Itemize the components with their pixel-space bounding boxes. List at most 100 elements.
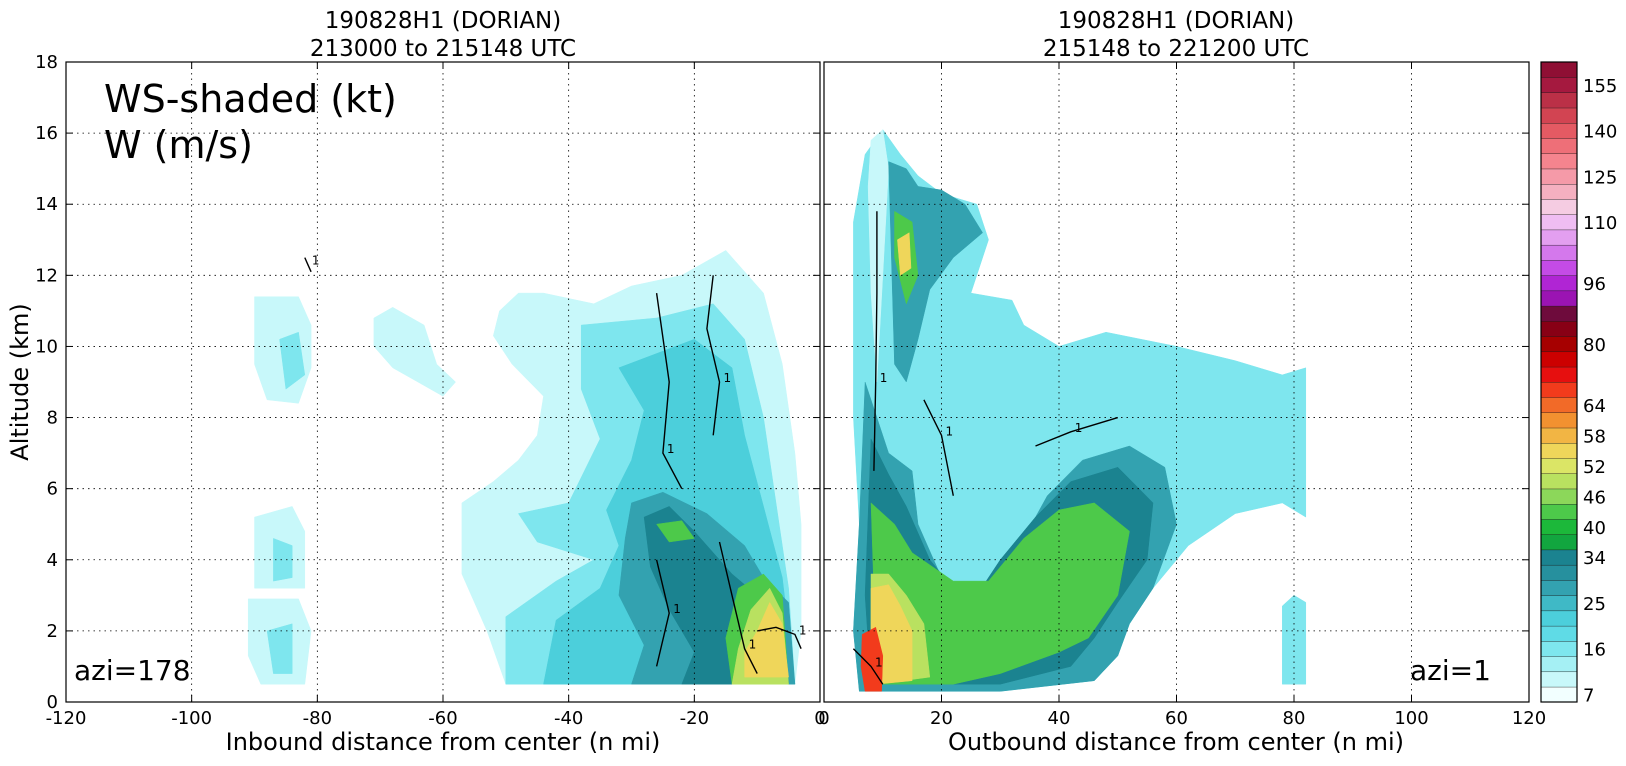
contour-label-0: 1: [880, 371, 888, 385]
colorbar-tick-label: 80: [1583, 335, 1606, 356]
colorbar-swatch-25: [1540, 595, 1578, 612]
contour-line-3: [718, 541, 758, 674]
colorbar-swatch-150: [1540, 92, 1578, 109]
left-title-line1: 190828H1 (DORIAN): [325, 8, 562, 34]
colorbar-frame: [1540, 61, 1578, 703]
colorbar-swatch-125: [1540, 168, 1578, 185]
wind-speed-region-15: [266, 623, 293, 674]
colorbar-tick-label: 96: [1583, 274, 1606, 295]
wind-speed-region-7: [870, 502, 1130, 685]
colorbar-swatch-92: [1540, 290, 1578, 307]
colorbar-swatch-135: [1540, 137, 1578, 154]
x-tick-label: 100: [1394, 708, 1428, 729]
colorbar-tick-label: 34: [1583, 548, 1606, 569]
left-annotation-line1: WS-shaded (kt): [104, 77, 397, 121]
right-panel: 1 1 1 1 0 20 40 60 80 100 120 190828H1 (DORIAN) 2…: [818, 8, 1546, 756]
y-axis-label: Altitude (km): [6, 303, 34, 460]
left-x-ticks: -120 -100 -80 -60 -40 -20 0: [46, 62, 826, 729]
contour-label-4: 1: [799, 623, 807, 637]
contour-line-2: [852, 648, 884, 685]
wind-speed-region-4: [897, 232, 912, 276]
wind-speed-region-11: [744, 601, 789, 678]
x-tick-label: -100: [171, 708, 212, 729]
colorbar-swatch-88: [1540, 305, 1578, 322]
y-tick-label: 10: [35, 336, 58, 357]
left-wind-speed-shading: [247, 250, 802, 685]
contour-label-2: 1: [875, 655, 883, 669]
wind-speed-region-8: [656, 520, 695, 543]
colorbar-swatch-49: [1540, 473, 1578, 490]
y-tick-label: 2: [47, 621, 58, 642]
colorbar-swatch-84: [1540, 320, 1578, 337]
x-tick-label: 120: [1512, 708, 1546, 729]
contour-line-4: [757, 626, 802, 649]
contour-label-1: 1: [946, 424, 954, 438]
colorbar-swatch-31: [1540, 564, 1578, 581]
colorbar-swatch-64: [1540, 397, 1578, 413]
colorbar-swatch-104: [1540, 244, 1578, 261]
colorbar-swatch-120: [1540, 183, 1578, 200]
x-tick-label: 60: [1165, 708, 1188, 729]
colorbar-swatch-16: [1540, 640, 1578, 657]
colorbar-tick-label: 155: [1583, 76, 1617, 97]
colorbar-swatch-37: [1540, 534, 1578, 551]
colorbar-tick-label: 140: [1583, 122, 1617, 143]
contour-line-1: [923, 399, 954, 496]
contour-line-0: [873, 211, 878, 471]
y-tick-label: 16: [35, 123, 58, 144]
right-x-axis-label: Outbound distance from center (n mi): [948, 728, 1404, 756]
colorbar-swatch-108: [1540, 229, 1578, 246]
y-tick-label: 0: [47, 692, 58, 713]
x-tick-label: -80: [303, 708, 332, 729]
colorbar-swatch-80: [1540, 336, 1578, 353]
colorbar-swatch-43: [1540, 503, 1578, 520]
contour-label-5: 1: [673, 602, 681, 616]
colorbar-tick-label: 125: [1583, 167, 1617, 188]
colorbar-swatch-40: [1540, 518, 1578, 535]
colorbar-swatch-145: [1540, 107, 1578, 124]
colorbar-swatch-100: [1540, 259, 1578, 276]
left-vertical-velocity-contours: 1 1 1 1 1 1: [304, 254, 807, 674]
x-tick-label: 80: [1283, 708, 1306, 729]
colorbar-swatch-34: [1540, 549, 1578, 566]
colorbar-swatch-13: [1540, 656, 1578, 673]
y-tick-label: 6: [47, 479, 58, 500]
colorbar-swatch-46: [1540, 488, 1578, 505]
colorbar-tick-label: 52: [1583, 457, 1606, 478]
x-tick-label: 40: [1048, 708, 1071, 729]
contour-line-5: [655, 559, 670, 667]
colorbar-swatch-10: [1540, 671, 1578, 688]
contour-label-2: 1: [723, 371, 731, 385]
y-tick-label: 14: [35, 194, 58, 215]
colorbar-swatch-160: [1540, 61, 1578, 78]
colorbar-tick-label: 25: [1583, 594, 1606, 615]
x-tick-label: 20: [930, 708, 953, 729]
colorbar-tick-label: 40: [1583, 518, 1606, 539]
colorbar-swatch-115: [1540, 198, 1578, 215]
y-tick-label: 18: [35, 52, 58, 73]
colorbar-swatch-140: [1540, 122, 1578, 139]
contour-line-2: [706, 275, 721, 436]
colorbar-swatch-7: [1540, 686, 1578, 703]
right-vertical-velocity-contours: 1 1 1 1: [852, 211, 1119, 685]
colorbar-tick-label: 110: [1583, 213, 1617, 234]
contour-line-3: [1035, 416, 1119, 447]
y-tick-label: 12: [35, 265, 58, 286]
left-x-axis-label: Inbound distance from center (n mi): [226, 728, 661, 756]
colorbar-swatch-76: [1540, 351, 1578, 368]
right-azimuth-label: azi=1: [1410, 654, 1491, 687]
wind-speed-colorbar: 7 16 25 34 40 46 52 58 64 80 96 110 125 140 155: [1540, 61, 1617, 706]
right-wind-speed-shading: [853, 129, 1307, 692]
x-tick-label: -40: [554, 708, 583, 729]
colorbar-tick-label: 7: [1583, 685, 1594, 706]
wind-speed-region-2: [373, 307, 456, 397]
right-title-line2: 215148 to 221200 UTC: [1043, 36, 1309, 62]
colorbar-tick-label: 46: [1583, 487, 1606, 508]
x-tick-label: -120: [46, 708, 87, 729]
right-x-ticks: 0 20 40 60 80 100 120: [818, 62, 1546, 729]
colorbar-tick-label: 16: [1583, 640, 1606, 661]
y-tick-label: 4: [47, 550, 58, 571]
x-tick-label: -20: [680, 708, 709, 729]
